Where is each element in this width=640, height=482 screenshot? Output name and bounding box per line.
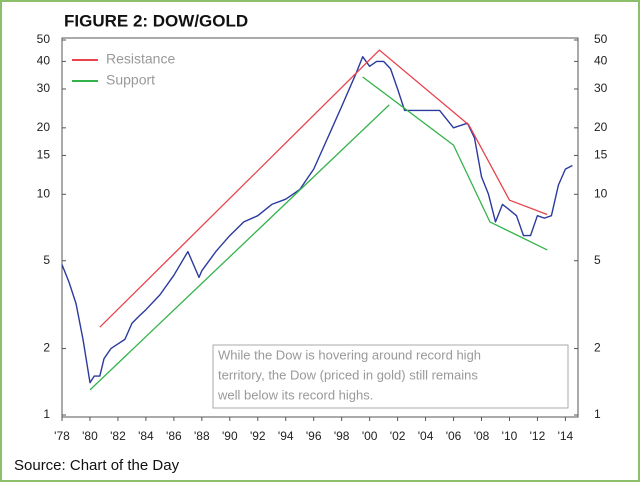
y2-tick-label: 10 — [594, 186, 608, 200]
x-tick-label: '84 — [138, 429, 154, 443]
y-tick-label: 1 — [43, 407, 50, 421]
x-tick-label: '02 — [390, 429, 406, 443]
x-tick-label: '90 — [222, 429, 238, 443]
legend-label: Support — [106, 72, 155, 88]
x-tick-label: '86 — [166, 429, 182, 443]
x-tick-label: '80 — [82, 429, 98, 443]
y2-tick-label: 20 — [594, 120, 608, 134]
x-tick-label: '78 — [54, 429, 70, 443]
x-tick-label: '04 — [418, 429, 434, 443]
y2-tick-label: 1 — [594, 407, 601, 421]
legend-label: Resistance — [106, 51, 175, 67]
series-line — [61, 56, 573, 384]
y2-tick-label: 2 — [594, 341, 601, 355]
x-tick-label: '82 — [110, 429, 126, 443]
x-tick-label: '98 — [334, 429, 350, 443]
annotation: territory, the Dow (priced in gold) stil… — [218, 367, 478, 382]
y2-tick-label: 15 — [594, 148, 608, 162]
x-tick-label: '96 — [306, 429, 322, 443]
annotation-box — [212, 344, 569, 409]
x-tick-label: '14 — [558, 429, 574, 443]
x-tick-label: '12 — [530, 429, 546, 443]
chart-title: FIGURE 2: DOW/GOLD — [64, 11, 248, 30]
y-tick-label: 50 — [37, 32, 51, 46]
series-line — [99, 49, 548, 328]
x-tick-label: '94 — [278, 429, 294, 443]
y-tick-label: 40 — [37, 54, 51, 68]
x-tick-label: '08 — [474, 429, 490, 443]
x-tick-label: '00 — [362, 429, 378, 443]
y2-tick-label: 50 — [594, 32, 608, 46]
y-tick-label: 10 — [37, 186, 51, 200]
x-tick-label: '06 — [446, 429, 462, 443]
source: Source: Chart of the Day — [14, 457, 180, 474]
annotation: While the Dow is hovering around record … — [218, 347, 481, 362]
y-tick-label: 2 — [43, 341, 50, 355]
y-tick-label: 20 — [37, 120, 51, 134]
x-tick-label: '88 — [194, 429, 210, 443]
x-tick-label: '92 — [250, 429, 266, 443]
annotation: well below its record highs. — [217, 387, 373, 402]
y2-tick-label: 5 — [594, 253, 601, 267]
series-line — [89, 76, 548, 391]
y-tick-label: 5 — [43, 253, 50, 267]
y-tick-label: 15 — [37, 148, 51, 162]
plot-frame — [61, 37, 579, 418]
y2-tick-label: 30 — [594, 81, 608, 95]
x-tick-label: '10 — [502, 429, 518, 443]
y2-tick-label: 40 — [594, 54, 608, 68]
y-tick-label: 30 — [37, 81, 51, 95]
